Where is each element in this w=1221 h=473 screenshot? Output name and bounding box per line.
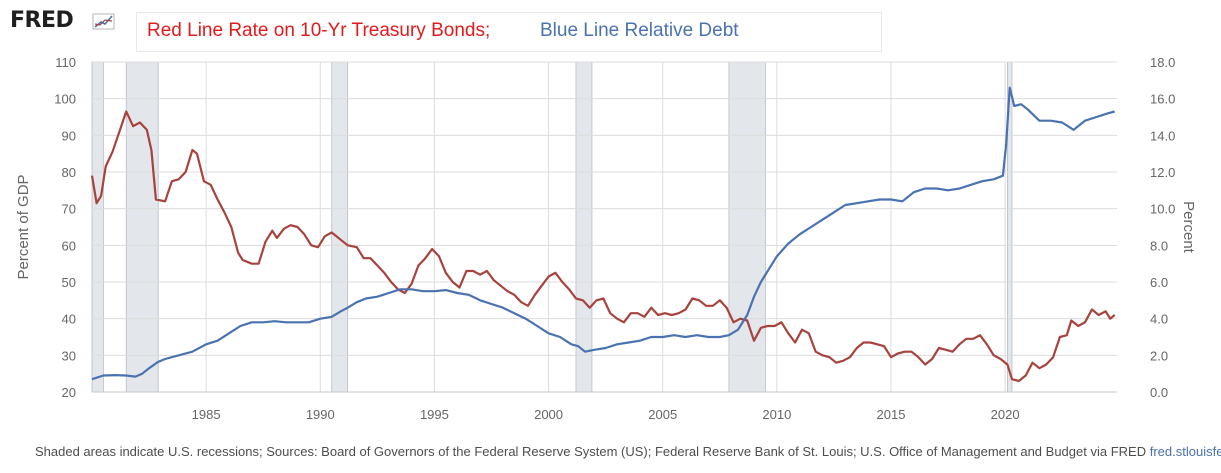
y-right-tick-label: 12.0 <box>1150 165 1175 180</box>
footer-recession-note: Shaded areas indicate U.S. recessions <box>35 444 260 459</box>
y-left-tick-label: 90 <box>62 128 76 143</box>
y-left-tick-label: 100 <box>54 92 76 107</box>
series-line-red <box>90 110 1116 383</box>
y-left-tick-label: 80 <box>62 165 76 180</box>
y-right-tick-label: 2.0 <box>1150 348 1168 363</box>
recession-band <box>728 61 766 393</box>
x-tick-label: 1985 <box>192 407 221 422</box>
fred-logo[interactable]: FRED <box>10 8 74 33</box>
chart-caption: Red Line Rate on 10-Yr Treasury Bonds; B… <box>136 12 882 52</box>
x-tick-label: 1995 <box>420 407 449 422</box>
x-tick-label: 2015 <box>877 407 906 422</box>
recession-band <box>91 61 104 393</box>
y-left-tick-label: 70 <box>62 202 76 217</box>
y-left-axis-title: Percent of GDP <box>15 174 32 279</box>
y-right-tick-label: 0.0 <box>1150 385 1168 400</box>
footer-sources-text: Sources: Board of Governors of the Feder… <box>266 444 1147 459</box>
x-tick-label: 2020 <box>991 407 1020 422</box>
y-right-tick-label: 18.0 <box>1150 55 1175 70</box>
y-left-tick-label: 60 <box>62 238 76 253</box>
y-left-tick-label: 30 <box>62 348 76 363</box>
y-right-tick-label: 4.0 <box>1150 312 1168 327</box>
x-tick-label: 1990 <box>306 407 335 422</box>
plot-area <box>92 62 1117 392</box>
y-left-tick-label: 50 <box>62 275 76 290</box>
series-line-blue <box>91 86 1115 381</box>
y-right-tick-label: 8.0 <box>1150 238 1168 253</box>
x-tick-label: 2010 <box>762 407 791 422</box>
y-right-tick-label: 16.0 <box>1150 92 1175 107</box>
y-left-tick-label: 110 <box>55 55 76 70</box>
y-right-tick-label: 10.0 <box>1150 202 1175 217</box>
y-right-tick-label: 14.0 <box>1150 128 1175 143</box>
footer-sources: Shaded areas indicate U.S. recessions; S… <box>35 444 1221 459</box>
x-tick-label: 2005 <box>648 407 677 422</box>
y-left-tick-label: 40 <box>62 312 76 327</box>
recession-band <box>575 61 593 393</box>
recession-band <box>331 61 349 393</box>
line-chart: 20 30 40 50 60 70 80 90 100 110 0.0 2.0 4.0 6.0 8.0 10.… <box>15 55 1197 422</box>
footer-url-link[interactable]: fred.stlouisfed.org <box>1149 444 1221 459</box>
y-left-tick-label: 20 <box>62 385 76 400</box>
recession-band <box>125 61 159 393</box>
y-right-axis-title: Percent <box>1180 201 1197 254</box>
y-right-tick-label: 6.0 <box>1150 275 1168 290</box>
caption-red-series: Red Line Rate on 10-Yr Treasury Bonds; <box>147 20 491 41</box>
caption-blue-series: Blue Line Relative Debt <box>540 20 739 41</box>
chart-logo-icon <box>92 13 115 30</box>
x-tick-label: 2000 <box>534 407 563 422</box>
